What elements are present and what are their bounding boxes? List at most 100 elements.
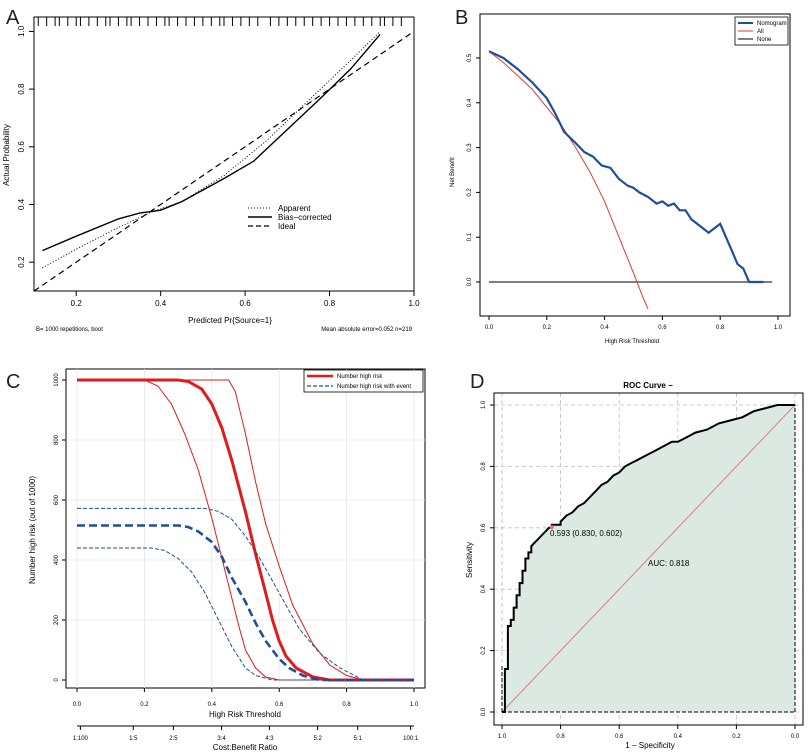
- panel-d-y-ticks: 0.0 0.2 0.4 0.6 0.8 1.0: [481, 400, 494, 716]
- panel-c-x2-tick-label: 1:5: [129, 736, 138, 742]
- panel-a-x-tick-label: 0.4: [155, 299, 167, 308]
- panel-d-x-ticks: 1.0 0.8 0.6 0.4 0.2 0.0: [498, 725, 800, 740]
- panel-b-y-tick-label: 0.3: [467, 143, 473, 152]
- panel-b-y-label: Net Benefit: [450, 157, 456, 187]
- calibration-ideal-line: [33, 30, 415, 292]
- panel-a-y-tick-label: 0.2: [17, 256, 26, 268]
- panel-b-x-tick-label: 1.0: [774, 325, 783, 331]
- panel-d-y-label: Sensitivity: [465, 542, 474, 578]
- panel-a-legend: Apparent Bias−corrected Ideal: [248, 204, 332, 231]
- panel-c-x-tick-label: 0.2: [140, 702, 149, 708]
- panel-d-x-tick-label: 1.0: [498, 734, 507, 740]
- panel-a-series: [33, 30, 415, 292]
- panel-c-series: [66, 369, 425, 688]
- roc-diagonal: [501, 404, 796, 713]
- legend-with-event-label: Number high risk with event: [337, 384, 411, 390]
- legend-bias-corrected-label: Bias−corrected: [278, 213, 332, 222]
- panel-b-x-tick-label: 0.2: [543, 325, 552, 331]
- panel-a-y-tick-label: 0.8: [17, 83, 26, 95]
- panel-d-y-tick-label: 1.0: [481, 400, 487, 409]
- panel-b-x-tick-label: 0.6: [658, 325, 667, 331]
- panel-c-cost-benefit-ticks: 1:100 1:5 2:5 3:4 4:3 5:2 5:1 100:1: [73, 725, 419, 742]
- panel-a-x-label: Predicted Pr{Source=1}: [188, 316, 272, 325]
- panel-d-x-tick-label: 0.4: [674, 734, 683, 740]
- panel-c-x-tick-label: 0.4: [208, 702, 217, 708]
- panel-b-legend: Nomogram All None: [734, 16, 789, 46]
- legend-all-label: All: [757, 29, 764, 35]
- panel-c-x2-tick-label: 5:2: [313, 736, 322, 742]
- panel-b-y-tick-label: 0.4: [467, 98, 473, 107]
- panel-d-y-tick-label: 0.0: [481, 707, 487, 716]
- panel-d-x-tick-label: 0.6: [615, 734, 624, 740]
- panel-a-y-ticks: 0.2 0.4 0.6 0.8 1.0: [17, 25, 34, 268]
- panel-c-x2-tick-label: 2:5: [169, 736, 178, 742]
- panel-b-frame: [479, 13, 791, 317]
- panel-d-frame: [493, 392, 804, 726]
- panel-d-x-tick-label: 0.8: [556, 734, 565, 740]
- impact-event-lower-line: [77, 547, 414, 681]
- panel-b-y-ticks: 0.0 0.1 0.2 0.3 0.4 0.5: [467, 53, 480, 286]
- panel-c-x2-tick-label: 3:4: [217, 736, 226, 742]
- panel-c-y-tick-label: 0: [54, 678, 60, 682]
- panel-d-series: [501, 404, 796, 713]
- panel-d-letter: D: [470, 371, 484, 393]
- panel-b-letter: B: [455, 7, 468, 29]
- impact-number-high-risk-line: [77, 378, 414, 682]
- panel-b-series: [488, 50, 773, 310]
- panel-a-x-tick-label: 0.6: [240, 299, 252, 308]
- panel-a-x-tick-label: 0.8: [324, 299, 336, 308]
- impact-event-upper-line: [77, 507, 414, 681]
- panel-c-x2-tick-label: 1:100: [73, 736, 89, 742]
- panel-c-y-tick-label: 400: [54, 554, 60, 565]
- panel-c-x2-tick-label: 100:1: [403, 736, 419, 742]
- panel-d-threshold-label: 0.593 (0.830, 0.602): [550, 529, 622, 538]
- panel-c-y-label: Number high risk (out of 1000): [28, 476, 37, 584]
- legend-ideal-label: Ideal: [278, 222, 296, 231]
- panel-b-x-ticks: 0.0 0.2 0.4 0.6 0.8 1.0: [485, 316, 783, 331]
- panel-c-x-tick-label: 0.0: [73, 702, 82, 708]
- panel-c-y-tick-label: 800: [54, 434, 60, 445]
- legend-nomogram-label: Nomogram: [757, 21, 787, 27]
- panel-c-frame: [65, 368, 426, 689]
- panel-c-x-tick-label: 0.6: [275, 702, 284, 708]
- legend-none-label: None: [757, 37, 772, 43]
- panel-c-legend-box: [303, 369, 424, 393]
- panel-c-legend: Number high risk Number high risk with e…: [303, 369, 424, 393]
- panel-c-y-tick-label: 1000: [54, 373, 60, 387]
- roc-threshold-point: [549, 525, 554, 530]
- panel-a-x-tick-label: 1.0: [408, 299, 420, 308]
- panel-d-y-tick-label: 0.4: [481, 584, 487, 593]
- panel-b-y-tick-label: 0.0: [467, 277, 473, 286]
- panel-c-clinical-impact-curve: C 0.0 0.2 0.4 0.6 0.8 1.0 1:100 1:5 2:5 3:4 4:3 5:…: [6, 368, 426, 752]
- decision-all-line: [488, 50, 649, 310]
- roc-curve-line: [502, 404, 795, 713]
- impact-number-high-risk-lower-line: [77, 379, 414, 681]
- panel-a-x-tick-label: 0.2: [71, 299, 83, 308]
- panel-d-title: ROC Curve −: [623, 381, 673, 390]
- panel-d-y-tick-label: 0.2: [481, 646, 487, 655]
- panel-a-footnote-left: B= 1000 repetitions, boot: [36, 327, 103, 333]
- calibration-bias-corrected-line: [42, 33, 381, 252]
- panel-b-x-tick-label: 0.0: [485, 325, 494, 331]
- panel-c-x-tick-label: 1.0: [410, 702, 419, 708]
- panel-b-y-tick-label: 0.5: [467, 53, 473, 62]
- impact-number-high-risk-with-event-line: [77, 524, 414, 682]
- panel-a-footnote-right: Mean absolute error=0.052 n=219: [321, 327, 412, 333]
- legend-number-high-risk-label: Number high risk: [337, 374, 383, 380]
- panel-c-x2-tick-label: 5:1: [354, 736, 363, 742]
- panel-c-x-label: High Risk Threshold: [209, 710, 281, 719]
- decision-nomogram-line: [488, 50, 764, 284]
- panel-c-y-tick-label: 600: [54, 494, 60, 505]
- panel-a-y-label: Actual Probability: [2, 124, 11, 186]
- panel-a-y-tick-label: 1.0: [17, 25, 26, 37]
- panel-d-auc-label: AUC: 0.818: [648, 559, 690, 568]
- panel-b-x-tick-label: 0.8: [716, 325, 725, 331]
- panel-a-y-tick-label: 0.6: [17, 141, 26, 153]
- panel-b-y-tick-label: 0.1: [467, 232, 473, 241]
- panel-b-x-tick-label: 0.4: [600, 325, 609, 331]
- impact-number-high-risk-upper-line: [77, 379, 414, 681]
- panel-d-x-label: 1 − Specificity: [625, 741, 675, 750]
- panel-c-y-ticks: 0 200 400 600 800 1000: [54, 373, 66, 682]
- calibration-apparent-line: [42, 31, 381, 269]
